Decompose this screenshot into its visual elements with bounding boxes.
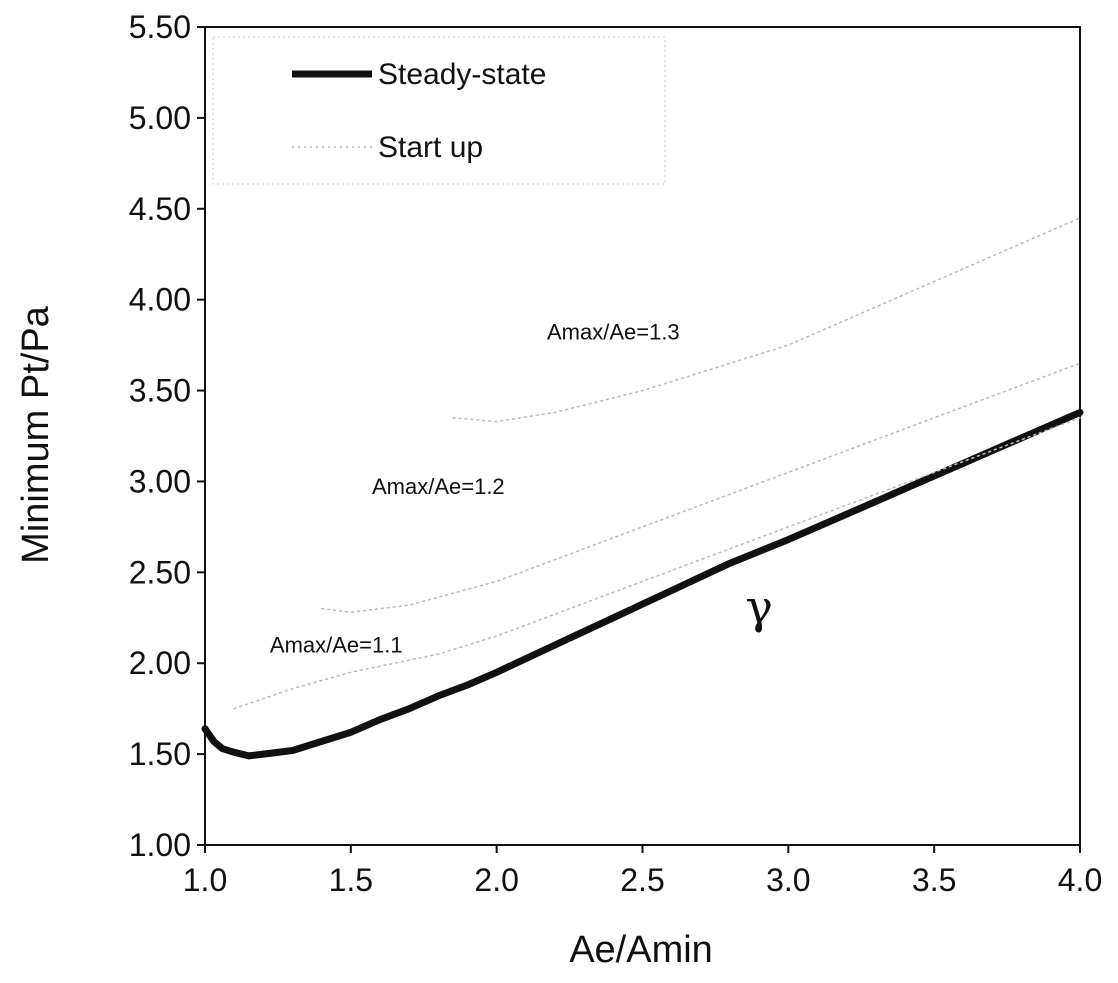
curve-annotation: Amax/Ae=1.3	[547, 320, 680, 345]
y-tick-label: 3.00	[129, 463, 191, 499]
y-tick-label: 1.50	[129, 736, 191, 772]
series-line-steady-state	[201, 408, 1084, 760]
y-tick-label: 1.00	[129, 827, 191, 863]
plot-area	[204, 26, 1081, 846]
legend: Steady-state Start up	[212, 36, 666, 185]
axes: 1.0 1.5 2.0 2.5 3.0 3.5 4.0 1.00 1.50 2.00 2.50 3.0…	[129, 9, 1103, 898]
x-tick-label: 1.0	[183, 862, 227, 898]
x-tick-label: 4.0	[1058, 862, 1102, 898]
series-line-start-up	[233, 417, 1081, 710]
y-tick-label: 2.00	[129, 645, 191, 681]
plot-frame	[204, 26, 1081, 846]
gamma-annotation: γ	[745, 580, 773, 634]
y-tick-label: 5.50	[129, 9, 191, 45]
x-tick-label: 2.0	[474, 862, 518, 898]
series-line-start-up	[320, 362, 1081, 614]
series-layer	[201, 217, 1084, 760]
y-axis-title: Minimum Pt/Pa	[15, 305, 57, 563]
x-tick-label: 1.5	[329, 862, 373, 898]
legend-label: Steady-state	[378, 58, 546, 91]
y-tick-label: 4.50	[129, 191, 191, 227]
y-tick-label: 4.00	[129, 282, 191, 318]
x-tick-label: 2.5	[620, 862, 664, 898]
x-axis-title: Ae/Amin	[569, 929, 713, 971]
legend-label: Start up	[378, 131, 483, 164]
curve-annotation: Amax/Ae=1.1	[270, 632, 403, 657]
x-tick-label: 3.0	[766, 862, 810, 898]
annotation-layer: Amax/Ae=1.3 Amax/Ae=1.2 Amax/Ae=1.1 γ	[270, 320, 773, 658]
y-tick-label: 2.50	[129, 554, 191, 590]
y-tick-label: 3.50	[129, 373, 191, 409]
y-tick-label: 5.00	[129, 100, 191, 136]
curve-annotation: Amax/Ae=1.2	[372, 474, 505, 499]
series-line-start-up	[452, 217, 1081, 423]
legend-box	[212, 36, 666, 185]
x-tick-label: 3.5	[912, 862, 956, 898]
